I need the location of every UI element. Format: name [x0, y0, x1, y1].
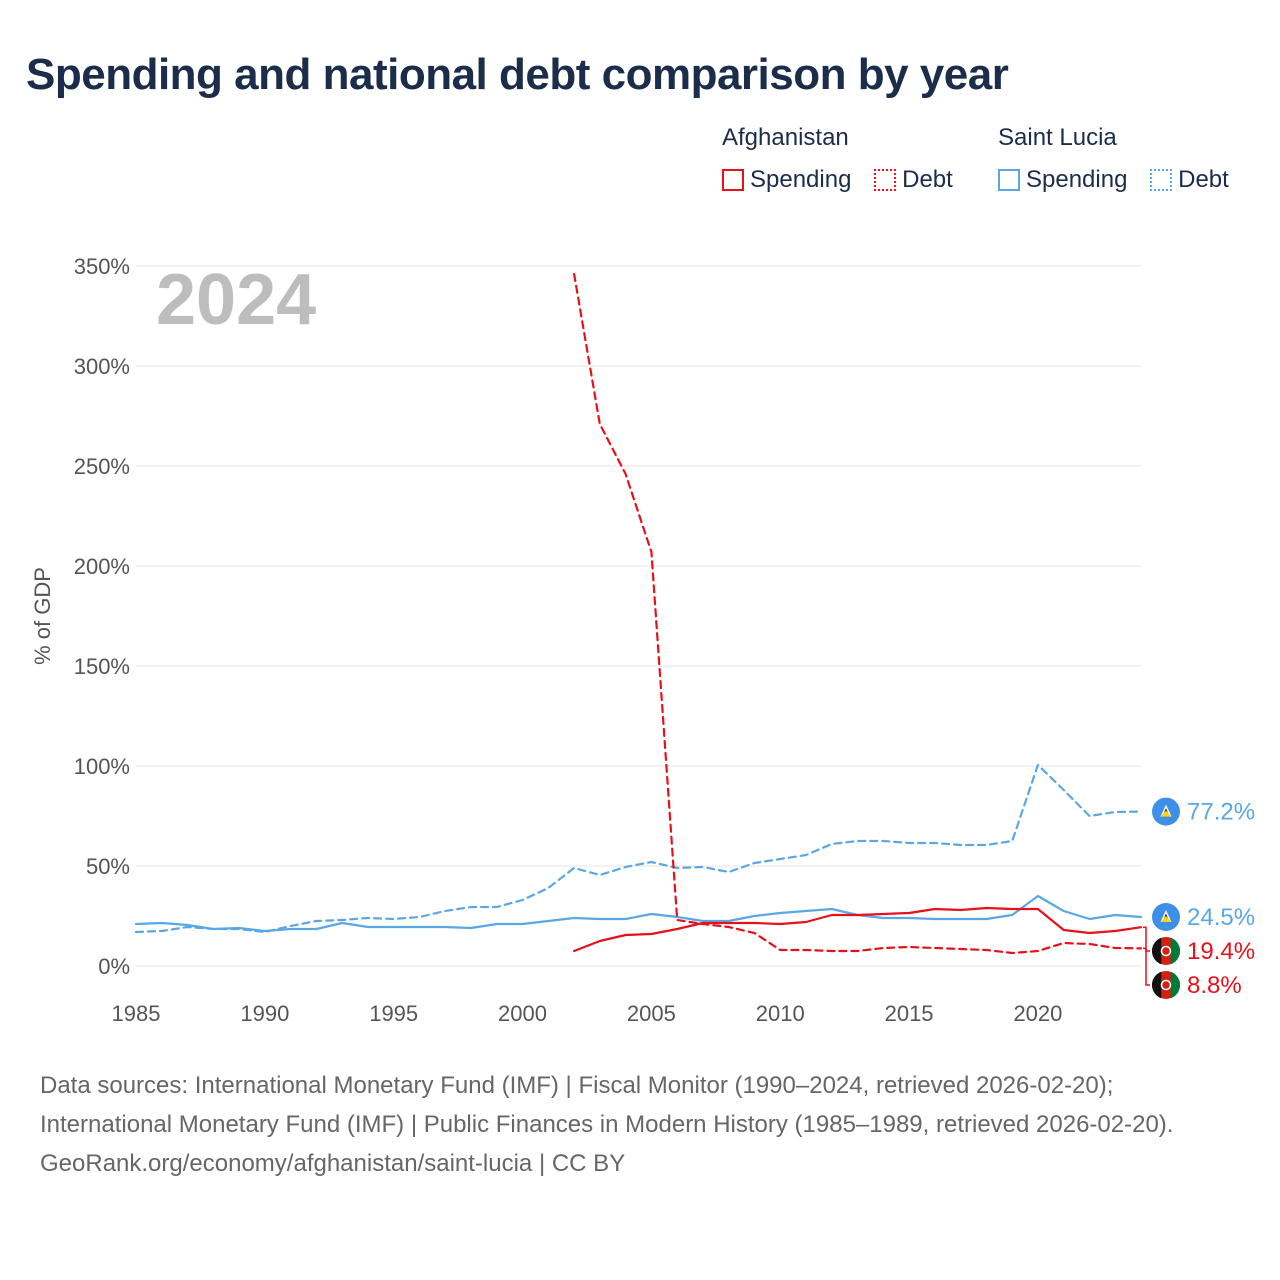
x-tick-label: 2015	[885, 1001, 934, 1026]
x-tick-label: 1985	[112, 1001, 161, 1026]
legend-item-label: Debt	[1178, 166, 1229, 193]
flag-emblem	[1160, 979, 1172, 991]
series-line-saint-lucia-spending	[134, 894, 1143, 933]
x-tick-label: 2005	[627, 1001, 676, 1026]
flag-emblem	[1160, 945, 1172, 957]
y-tick-label: 350%	[74, 254, 130, 279]
x-tick-label: 1995	[369, 1001, 418, 1026]
year-watermark: 2024	[156, 260, 316, 340]
legend-item-saint-lucia-spending[interactable]: Spending	[998, 166, 1127, 194]
y-tick-label: 100%	[74, 754, 130, 779]
flag-stripe-black	[1151, 971, 1162, 999]
legend-country-label: Saint Lucia	[998, 124, 1117, 151]
y-tick-label: 50%	[86, 854, 130, 879]
end-value-label-saint-lucia-debt: 77.2%	[1187, 799, 1255, 826]
legend-item-saint-lucia-debt[interactable]: Debt	[1150, 166, 1229, 194]
leader-line-afghanistan-spending	[1143, 926, 1150, 952]
end-value-label-afghanistan-debt: 8.8%	[1187, 972, 1242, 999]
legend-item-label: Spending	[750, 166, 852, 193]
series-line-saint-lucia-debt	[134, 763, 1143, 934]
legend-item-afghanistan-spending[interactable]: Spending	[722, 166, 851, 194]
leader-line-afghanistan-debt	[1143, 947, 1150, 986]
flag-stripe-green	[1170, 937, 1181, 965]
legend-item-afghanistan-debt[interactable]: Debt	[874, 166, 953, 194]
flag-triangle-gold	[1160, 810, 1172, 817]
saint-lucia-flag-icon	[1152, 903, 1180, 931]
y-tick-label: 0%	[98, 954, 130, 979]
y-tick-label: 200%	[74, 554, 130, 579]
chart-title: Spending and national debt comparison by…	[26, 50, 1009, 99]
afghanistan-flag-icon	[1151, 937, 1181, 965]
data-sources: Data sources: International Monetary Fun…	[40, 1072, 1174, 1138]
legend-saint-lucia: Saint Lucia Spending Debt	[998, 124, 1229, 198]
y-tick-label: 300%	[74, 354, 130, 379]
line-chart: 0% 50% 100% 150% 200% 250% 300% 350% 1985 1990 199…	[30, 254, 1255, 1026]
y-tick-label: 250%	[74, 454, 130, 479]
legend-item-label: Spending	[1026, 166, 1128, 193]
dotted-line-swatch-icon	[874, 169, 897, 191]
legend-item-label: Debt	[902, 166, 953, 193]
x-tick-label: 2020	[1013, 1001, 1062, 1026]
flag-stripe-green	[1170, 971, 1181, 999]
x-tick-label: 1990	[240, 1001, 289, 1026]
legend-country-label: Afghanistan	[722, 124, 849, 151]
y-tick-label: 150%	[74, 654, 130, 679]
series-line-afghanistan-spending	[572, 906, 1143, 953]
series-line-afghanistan-debt	[572, 272, 1143, 955]
footer: Data sources: International Monetary Fun…	[40, 1066, 1240, 1183]
saint-lucia-flag-icon	[1152, 797, 1180, 826]
dotted-line-swatch-icon	[1150, 169, 1173, 191]
flag-triangle-gold	[1160, 916, 1172, 922]
flag-stripe-black	[1151, 937, 1162, 965]
legend-afghanistan: Afghanistan Spending Debt	[722, 124, 969, 198]
y-axis-label: % of GDP	[30, 567, 55, 665]
solid-line-swatch-icon	[722, 169, 744, 191]
solid-line-swatch-icon	[998, 169, 1020, 191]
attribution: GeoRank.org/economy/afghanistan/saint-lu…	[40, 1150, 626, 1177]
afghanistan-flag-icon	[1151, 971, 1181, 999]
end-value-label-saint-lucia-spending: 24.5%	[1187, 904, 1255, 931]
x-tick-label: 2000	[498, 1001, 547, 1026]
x-tick-label: 2010	[756, 1001, 805, 1026]
end-value-label-afghanistan-spending: 19.4%	[1187, 938, 1255, 965]
